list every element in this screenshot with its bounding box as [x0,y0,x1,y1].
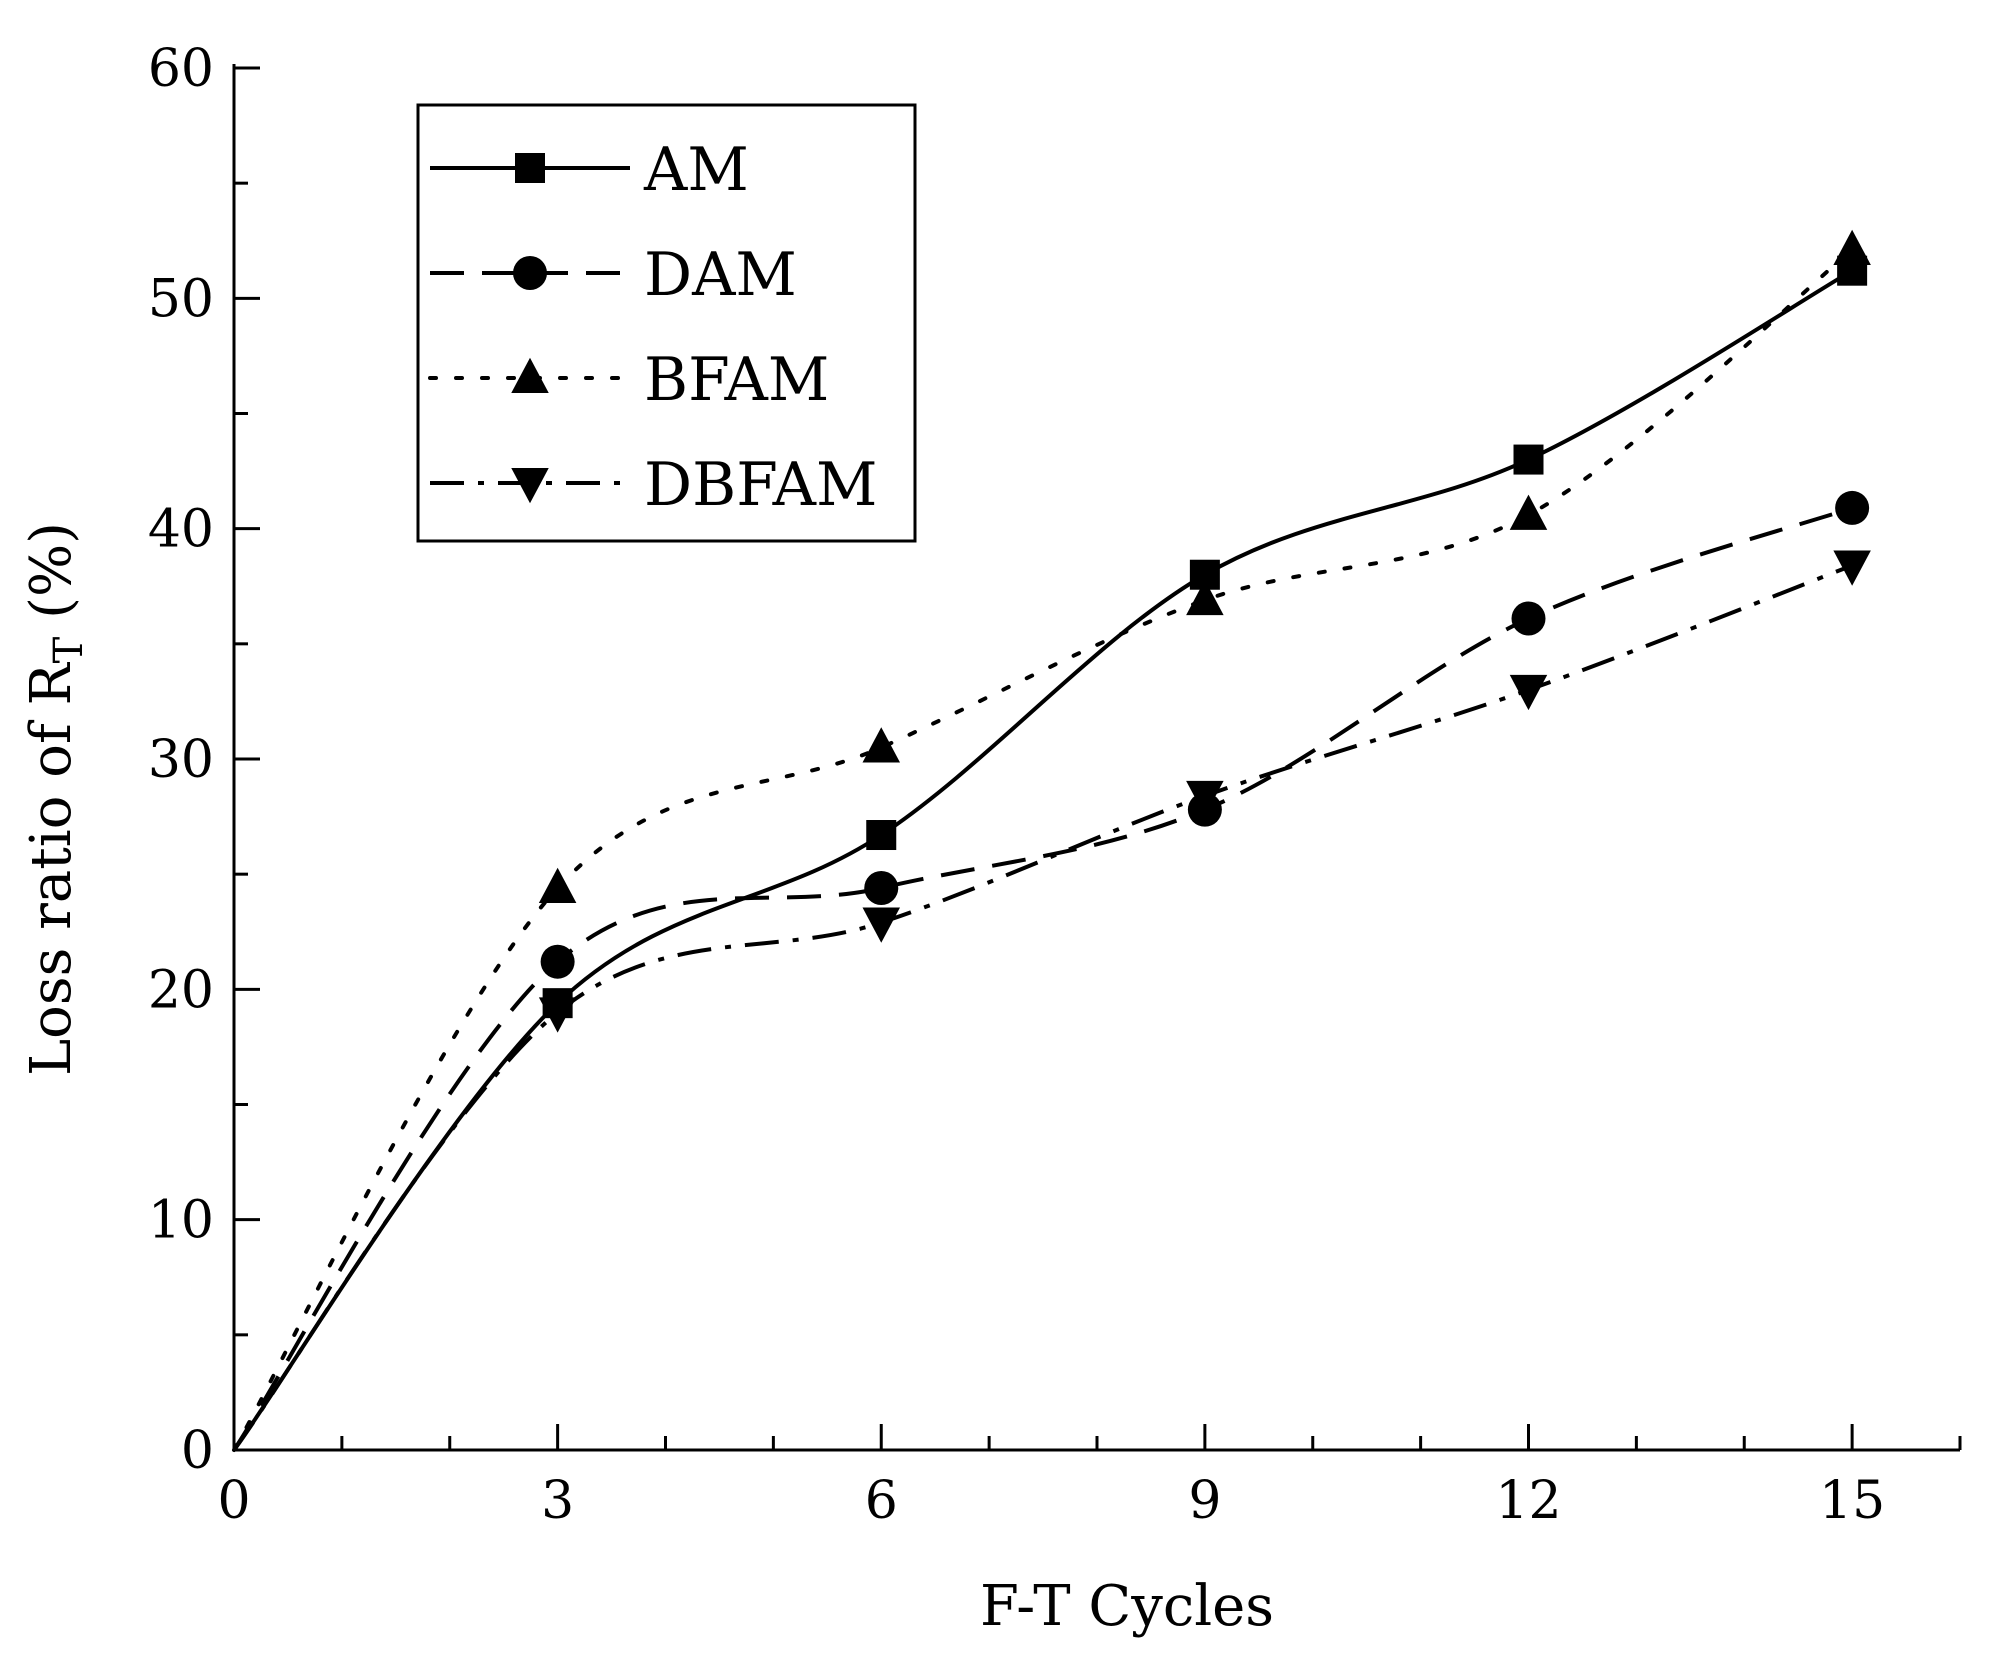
legend: AM DAM BFAM DBFAM [416,103,917,543]
y-axis-title-subscript: T [46,636,92,663]
y-tick-label: 20 [148,960,214,1020]
x-tick-label: 15 [1819,1471,1885,1531]
x-tick-label: 12 [1495,1471,1561,1531]
point-dam [1511,601,1546,636]
point-dam [1835,490,1870,525]
data-markers [538,229,1871,1033]
point-dbfam [538,997,577,1033]
point-bfam [538,867,577,903]
legend-label-am: AM [643,135,749,205]
legend-label-dam: DAM [644,240,797,310]
fit-curves [232,247,1855,1452]
point-dbfam [1186,780,1224,817]
point-dbfam [1833,550,1871,586]
legend-marker-dbfam [511,468,549,504]
point-bfam [1186,579,1224,616]
point-bfam [1509,494,1548,530]
legend-marker-dam [513,256,547,290]
legend-marker-bfam [511,357,549,393]
y-tick-label: 10 [148,1191,214,1251]
y-axis-title-suffix: (%) [19,522,84,637]
x-tick-label: 3 [541,1471,574,1531]
y-tick-label: 60 [148,39,214,99]
point-dbfam [862,907,900,943]
legend-label-bfam: BFAM [644,345,829,415]
legend-label-dbfam: DBFAM [644,450,877,520]
x-tick-label: 6 [865,1471,898,1531]
y-tick-label: 50 [148,269,214,329]
series-line-dam [232,506,1853,1452]
point-bfam [862,727,900,763]
x-tick-label: 0 [217,1471,250,1531]
y-tick-label: 0 [181,1421,214,1481]
axes: 0 3 6 9 12 15 0 10 20 30 40 50 60 [148,39,1962,1531]
y-tick-label: 30 [148,730,214,790]
point-dam [864,870,899,905]
point-dbfam [1509,674,1548,711]
legend-box [416,103,917,543]
point-dam [540,944,575,979]
point-bfam [1833,229,1871,265]
point-am [1513,444,1544,475]
y-tick-label: 40 [148,500,214,560]
y-axis-title: Loss ratio of RT (%) [19,522,92,1076]
legend-marker-am [515,153,545,183]
point-am [866,820,897,851]
y-axis-title-prefix: Loss ratio of R [19,662,84,1077]
x-axis-title: F-T Cycles [980,1574,1274,1639]
x-tick-label: 9 [1188,1471,1221,1531]
series-line-dbfam [232,563,1853,1452]
